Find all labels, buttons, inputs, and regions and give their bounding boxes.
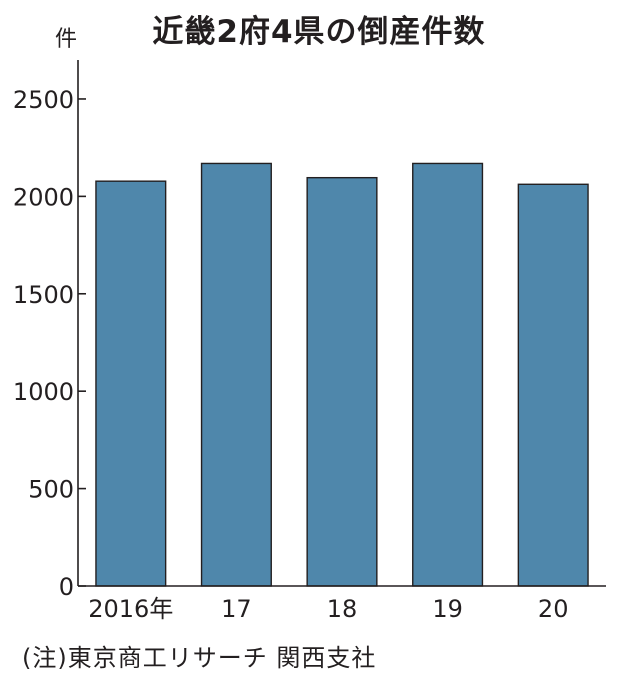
x-tick-label: 19 — [432, 595, 463, 623]
y-tick-label: 1500 — [13, 281, 74, 309]
y-tick-label: 2000 — [13, 183, 74, 211]
x-tick-label: 17 — [221, 595, 252, 623]
y-tick-label: 500 — [28, 476, 74, 504]
bar — [95, 180, 167, 587]
chart-title: 近畿2府4県の倒産件数 — [152, 14, 486, 50]
bar — [306, 176, 378, 587]
y-tick-label: 2500 — [13, 86, 74, 114]
bar — [412, 162, 484, 587]
bar — [200, 162, 272, 587]
x-tick-label: 20 — [538, 595, 569, 623]
x-axis-ticks: 2016年 17 18 19 20 — [88, 595, 568, 623]
y-axis-unit-label: 件 — [55, 27, 77, 52]
bar — [517, 183, 589, 587]
bars-group — [95, 162, 589, 587]
y-axis-ticks: 0 500 1000 1500 2000 2500 — [13, 86, 86, 601]
x-tick-label: 2016年 — [88, 595, 173, 623]
source-note: (注)東京商工リサーチ 関西支社 — [22, 644, 377, 672]
y-tick-label: 1000 — [13, 378, 74, 406]
x-tick-label: 18 — [327, 595, 358, 623]
y-tick-label: 0 — [59, 573, 74, 601]
